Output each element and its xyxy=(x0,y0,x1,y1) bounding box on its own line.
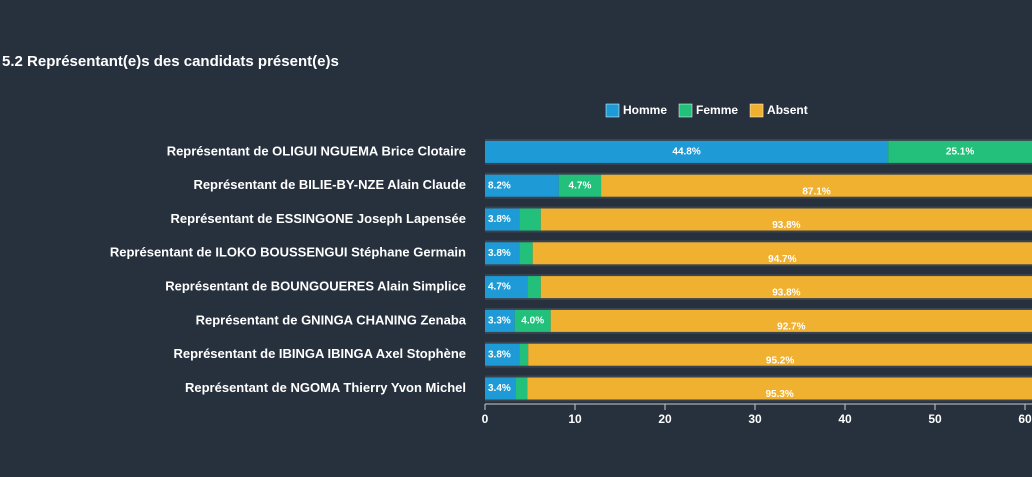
bar-segment xyxy=(485,140,889,163)
bar-segment xyxy=(514,309,551,332)
value-label: 3.4% xyxy=(488,383,511,394)
x-tick-label: 10 xyxy=(568,412,582,426)
bar-segment xyxy=(888,140,1032,163)
bar-segment xyxy=(528,343,1032,366)
value-label: 4.7% xyxy=(569,180,592,191)
bar-segment xyxy=(485,174,559,197)
category-label: Représentant de BILIE-BY-NZE Alain Claud… xyxy=(193,177,466,192)
category-label: Représentant de IBINGA IBINGA Axel Stoph… xyxy=(173,346,466,361)
x-tick-label: 30 xyxy=(748,412,762,426)
bar-segment xyxy=(601,174,1032,197)
bar-segment xyxy=(558,174,602,197)
value-label: 4.7% xyxy=(488,282,511,293)
bar-segment xyxy=(485,276,528,299)
category-label: Représentant de GNINGA CHANING Zenaba xyxy=(196,312,467,327)
bar-segment xyxy=(527,377,1032,400)
bar-segment xyxy=(519,208,541,231)
category-label: Représentant de OLIGUI NGUEMA Brice Clot… xyxy=(167,143,466,158)
value-label: 94.7% xyxy=(768,254,796,265)
chart-title: 5.2 Représentant(e)s des candidats prése… xyxy=(2,53,339,70)
value-label: 87.1% xyxy=(802,186,830,197)
legend-label: Absent xyxy=(767,103,808,117)
x-tick-label: 60 xyxy=(1018,412,1032,426)
x-tick-label: 40 xyxy=(838,412,852,426)
legend-label: Femme xyxy=(696,103,738,117)
value-label: 44.8% xyxy=(672,147,700,158)
bar-segment xyxy=(485,208,520,231)
x-tick-label: 20 xyxy=(658,412,672,426)
plot-area: 44.8% 25.1% 8.2% 4.7% 87.1% 3.8% 93.8% 3.8% 94.7… xyxy=(485,138,1032,402)
bar-segment xyxy=(485,309,515,332)
value-label: 3.3% xyxy=(488,316,511,327)
category-label: Représentant de NGOMA Thierry Yvon Miche… xyxy=(185,380,466,395)
bar-segment xyxy=(550,309,1032,332)
legend-swatch xyxy=(678,103,693,118)
bar-segment xyxy=(485,242,520,265)
value-label: 93.8% xyxy=(772,288,800,299)
legend-swatch xyxy=(605,103,620,118)
value-label: 3.8% xyxy=(488,248,511,259)
bar-segment xyxy=(527,276,541,299)
value-label: 4.0% xyxy=(521,316,544,327)
bar-segment xyxy=(485,343,520,366)
bar-segment xyxy=(540,208,1032,231)
value-label: 95.3% xyxy=(765,389,793,400)
bar-segment xyxy=(532,242,1032,265)
bar-segment xyxy=(519,343,529,366)
x-tick-label: 0 xyxy=(482,412,489,426)
value-label: 92.7% xyxy=(777,322,805,333)
value-label: 93.8% xyxy=(772,220,800,231)
value-label: 25.1% xyxy=(946,147,974,158)
value-label: 95.2% xyxy=(766,355,794,366)
bar-segment xyxy=(540,276,1032,299)
bar-segment xyxy=(485,377,516,400)
value-label: 3.8% xyxy=(488,349,511,360)
category-label: Représentant de ESSINGONE Joseph Lapensé… xyxy=(171,211,466,226)
legend-label: Homme xyxy=(623,103,667,117)
bar-segment xyxy=(519,242,533,265)
value-label: 8.2% xyxy=(488,180,511,191)
legend-swatch xyxy=(749,103,764,118)
category-label: Représentant de BOUNGOUERES Alain Simpli… xyxy=(165,279,466,294)
x-tick-label: 50 xyxy=(928,412,942,426)
bar-segment xyxy=(515,377,528,400)
value-label: 3.8% xyxy=(488,214,511,225)
category-label: Représentant de ILOKO BOUSSENGUI Stéphan… xyxy=(110,245,466,260)
